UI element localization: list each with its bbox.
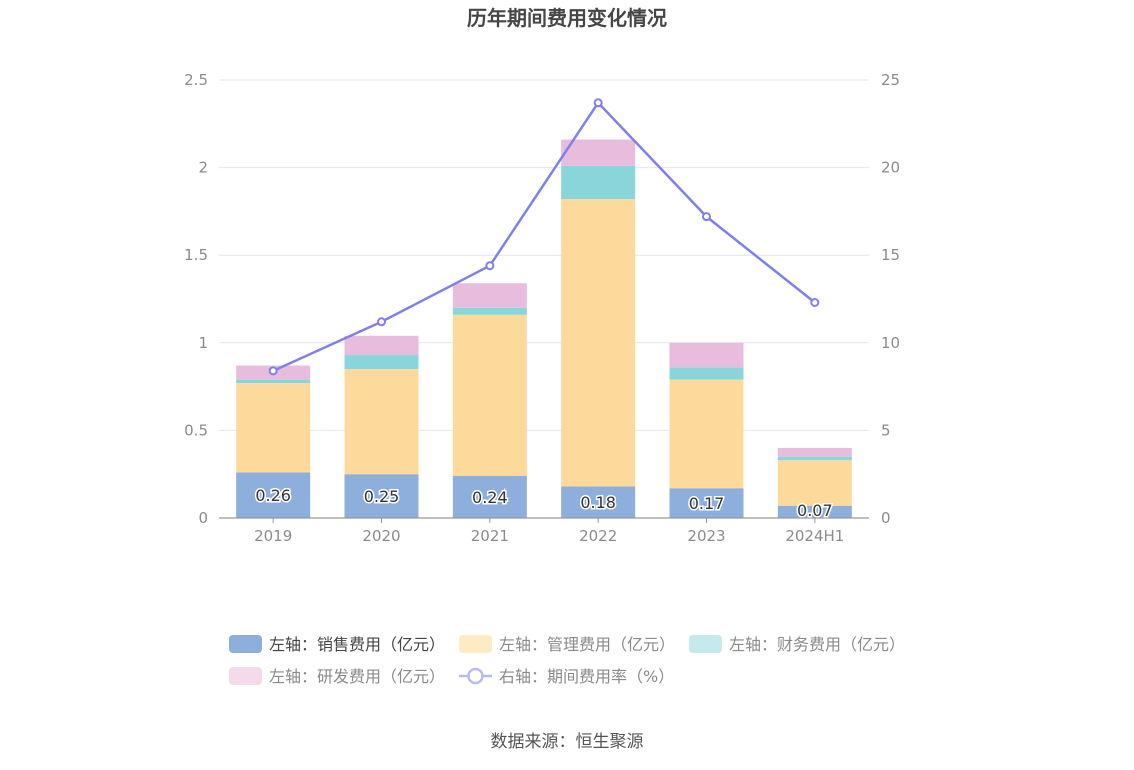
rate-line-point[interactable] [593,98,603,108]
right-axis-tick-label: 15 [881,246,900,264]
source-text: 数据来源：恒生聚源 [491,732,644,752]
x-axis-tick-label: 2024H1 [785,527,844,545]
bar-segment-1[interactable] [344,474,419,518]
bar-segment-1[interactable] [561,486,636,518]
bar-segment-3[interactable] [344,355,419,370]
rate-line-point[interactable] [268,366,278,376]
bar-data-label: 0.26 [255,486,291,505]
legend-label: 左轴：管理费用（亿元） [499,635,675,654]
legend-label: 左轴：研发费用（亿元） [269,667,445,686]
legend-swatch [229,635,262,653]
right-axis-tick-label: 20 [881,159,900,177]
bar-segment-2[interactable] [236,383,311,473]
bar-data-label: 0.25 [364,487,400,506]
bar-data-label: 0.18 [580,493,616,512]
bars-layer [236,139,852,518]
bar-segment-4[interactable] [669,342,744,368]
bar-segment-2[interactable] [344,369,419,475]
left-axis-tick-label: 0.5 [184,421,208,439]
bar-segment-4[interactable] [561,139,636,166]
bar-segment-3[interactable] [561,165,636,200]
axis-layer: 0 0.5 1 1.5 2 2.5 0 5 10 15 20 25 2019 2020 2021 2022 20… [184,71,900,545]
left-axis-tick-label: 2 [198,159,208,177]
chart-title: 历年期间费用变化情况 [467,6,667,30]
rate-line-point[interactable] [702,212,711,222]
legend-label: 左轴：财务费用（亿元） [729,635,905,654]
right-axis-tick-label: 10 [881,334,900,352]
left-axis-tick-label: 0 [198,509,208,527]
legend-item-4[interactable]: 左轴：研发费用（亿元） [229,667,445,686]
bar-segment-2[interactable] [452,314,527,476]
line-layer [268,98,820,376]
legend-label: 右轴：期间费用率（%） [499,667,674,686]
legend-swatch [229,667,262,685]
rate-line [272,100,816,372]
bar-segment-3[interactable] [669,367,744,380]
right-axis-tick-label: 5 [881,421,891,439]
bar-data-label: 0.24 [472,488,508,507]
x-axis-tick-label: 2023 [687,527,725,545]
left-axis-tick-label: 1 [198,334,208,352]
bar-segment-2[interactable] [561,199,636,487]
bar-data-label: 0.17 [689,494,725,513]
bar-segment-1[interactable] [669,488,744,518]
bar-segment-1[interactable] [777,505,852,518]
bar-data-label: 0.07 [797,501,833,520]
x-axis-tick-label: 2022 [579,527,617,545]
bar-segment-4[interactable] [344,335,419,356]
rate-line-point[interactable] [485,261,495,271]
left-axis-tick-label: 1.5 [184,246,208,264]
x-axis-tick-label: 2020 [362,527,400,545]
legend-label: 左轴：销售费用（亿元） [269,635,445,654]
grid-layer [219,79,869,431]
bar-segment-4[interactable] [777,447,852,457]
bar-segment-3[interactable] [452,307,527,315]
bar-segment-3[interactable] [236,379,311,384]
legend: 左轴：销售费用（亿元） 左轴：管理费用（亿元） 左轴：财务费用（亿元） 左轴：研发费用… [229,635,905,686]
legend-item-3[interactable]: 左轴：财务费用（亿元） [689,635,905,654]
legend-item-2[interactable]: 左轴：管理费用（亿元） [459,635,675,654]
left-axis-tick-label: 2.5 [184,71,208,89]
right-axis-tick-label: 0 [881,509,891,527]
labels-layer: 0.26 0.25 0.24 0.18 0.17 0.07 [254,485,834,522]
legend-line-marker [467,667,484,685]
bar-segment-1[interactable] [452,475,527,518]
bar-segment-1[interactable] [236,472,311,518]
bar-segment-2[interactable] [669,379,744,489]
bar-segment-4[interactable] [452,283,527,308]
bar-segment-2[interactable] [777,460,852,506]
legend-swatch [459,635,492,653]
right-axis-tick-label: 25 [881,71,900,89]
x-axis-tick-label: 2021 [471,527,509,545]
legend-item-1[interactable]: 左轴：销售费用（亿元） [229,635,445,654]
legend-swatch [689,635,722,653]
rate-line-point[interactable] [810,298,820,308]
bar-segment-3[interactable] [777,456,852,461]
rate-line-point[interactable] [377,317,386,327]
legend-item-5[interactable]: 右轴：期间费用率（%） [459,667,674,686]
x-axis-tick-label: 2019 [254,527,292,545]
